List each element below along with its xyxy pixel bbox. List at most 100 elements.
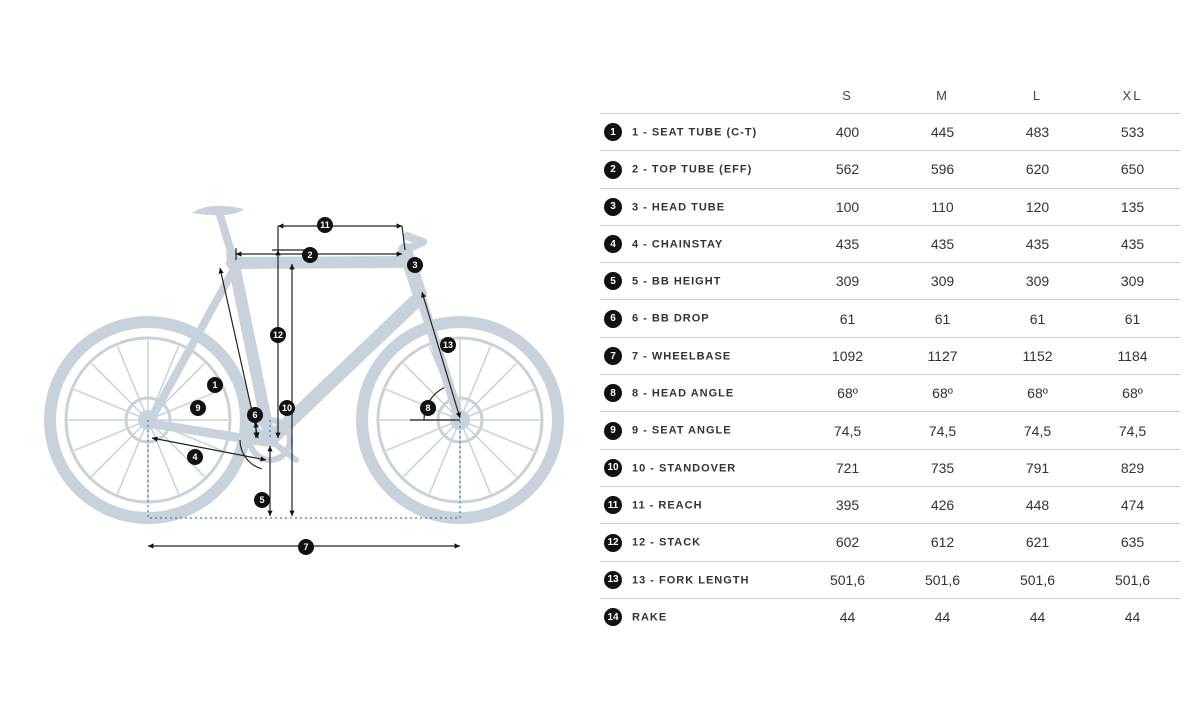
table-row: 1212 - STACK602612621635 (600, 524, 1180, 561)
value-cell: 61 (895, 300, 990, 337)
row-label-cell: 1111 - REACH (600, 486, 800, 523)
callout-number: 11 (320, 220, 330, 230)
column-header-label (600, 80, 800, 114)
value-cell: 791 (990, 449, 1085, 486)
bike-geometry-svg: 12345678910111213 (30, 120, 570, 560)
value-cell: 620 (990, 151, 1085, 188)
geometry-diagram: 12345678910111213 (20, 80, 580, 640)
callout-number: 9 (195, 403, 200, 413)
value-cell: 44 (800, 598, 895, 635)
value-cell: 74,5 (1085, 412, 1180, 449)
row-label: 11 - REACH (632, 499, 703, 511)
value-cell: 501,6 (800, 561, 895, 598)
table-row: 1313 - FORK LENGTH501,6501,6501,6501,6 (600, 561, 1180, 598)
table-row: 14RAKE44444444 (600, 598, 1180, 635)
row-label: 12 - STACK (632, 537, 701, 549)
row-label-cell: 10 10 - STANDOVER (600, 449, 800, 486)
row-label: RAKE (632, 611, 667, 623)
value-cell: 474 (1085, 486, 1180, 523)
row-label: 9 - SEAT ANGLE (632, 425, 732, 437)
row-label: 1 - SEAT TUBE (C-T) (632, 126, 757, 138)
callout-number: 13 (443, 340, 453, 350)
value-cell: 61 (990, 300, 1085, 337)
value-cell: 650 (1085, 151, 1180, 188)
row-label-cell: 77 - WHEELBASE (600, 337, 800, 374)
row-number-badge: 6 (604, 310, 622, 328)
value-cell: 445 (895, 114, 990, 151)
value-cell: 435 (1085, 225, 1180, 262)
table-row: 22 - TOP TUBE (EFF)562596620650 (600, 151, 1180, 188)
row-label-cell: 3 3 - HEAD TUBE (600, 188, 800, 225)
value-cell: 533 (1085, 114, 1180, 151)
row-number-badge: 3 (604, 198, 622, 216)
value-cell: 68º (990, 375, 1085, 412)
value-cell: 483 (990, 114, 1085, 151)
value-cell: 68º (895, 375, 990, 412)
row-number-badge: 5 (604, 272, 622, 290)
column-header-size: M (895, 80, 990, 114)
value-cell: 721 (800, 449, 895, 486)
row-label: 3 - HEAD TUBE (632, 201, 725, 213)
value-cell: 309 (1085, 263, 1180, 300)
table-row: 88 - HEAD ANGLE68º68º68º68º (600, 375, 1180, 412)
value-cell: 602 (800, 524, 895, 561)
callout-number: 5 (259, 495, 264, 505)
value-cell: 120 (990, 188, 1085, 225)
row-number-badge: 12 (604, 534, 622, 552)
row-number-badge: 14 (604, 608, 622, 626)
row-label: 10 - STANDOVER (632, 462, 736, 474)
value-cell: 44 (1085, 598, 1180, 635)
table-row: 1111 - REACH395426448474 (600, 486, 1180, 523)
callout-number: 1 (212, 380, 217, 390)
row-label-cell: 6 6 - BB DROP (600, 300, 800, 337)
callout-number: 2 (307, 250, 312, 260)
callout-number: 12 (273, 330, 283, 340)
value-cell: 44 (895, 598, 990, 635)
value-cell: 635 (1085, 524, 1180, 561)
row-number-badge: 4 (604, 235, 622, 253)
value-cell: 44 (990, 598, 1085, 635)
callout-number: 8 (425, 403, 430, 413)
row-label: 2 - TOP TUBE (EFF) (632, 164, 752, 176)
callout-number: 10 (282, 403, 292, 413)
value-cell: 74,5 (895, 412, 990, 449)
column-header-size: XL (1085, 80, 1180, 114)
value-cell: 61 (1085, 300, 1180, 337)
table-row: 44 - CHAINSTAY435435435435 (600, 225, 1180, 262)
row-label-cell: 44 - CHAINSTAY (600, 225, 800, 262)
value-cell: 135 (1085, 188, 1180, 225)
value-cell: 1152 (990, 337, 1085, 374)
value-cell: 68º (1085, 375, 1180, 412)
table-row: 11 - SEAT TUBE (C-T)400445483533 (600, 114, 1180, 151)
row-label-cell: 88 - HEAD ANGLE (600, 375, 800, 412)
row-label-cell: 14 RAKE (600, 598, 800, 635)
value-cell: 74,5 (990, 412, 1085, 449)
row-label-cell: 12 12 - STACK (600, 524, 800, 561)
value-cell: 501,6 (1085, 561, 1180, 598)
table-row: 66 - BB DROP61616161 (600, 300, 1180, 337)
row-number-badge: 10 (604, 459, 622, 477)
column-header-size: S (800, 80, 895, 114)
table-row: 55 - BB HEIGHT309309309309 (600, 263, 1180, 300)
callout-number: 4 (192, 452, 197, 462)
geometry-table-container: SMLXL 11 - SEAT TUBE (C-T)40044548353322… (580, 80, 1180, 635)
row-number-badge: 9 (604, 422, 622, 440)
value-cell: 100 (800, 188, 895, 225)
value-cell: 426 (895, 486, 990, 523)
value-cell: 1184 (1085, 337, 1180, 374)
value-cell: 400 (800, 114, 895, 151)
row-label: 7 - WHEELBASE (632, 350, 731, 362)
value-cell: 395 (800, 486, 895, 523)
row-number-badge: 8 (604, 384, 622, 402)
column-header-size: L (990, 80, 1085, 114)
value-cell: 309 (990, 263, 1085, 300)
value-cell: 829 (1085, 449, 1180, 486)
value-cell: 596 (895, 151, 990, 188)
row-number-badge: 2 (604, 161, 622, 179)
row-label: 6 - BB DROP (632, 313, 710, 325)
value-cell: 501,6 (895, 561, 990, 598)
callout-number: 7 (303, 542, 308, 552)
row-label-cell: 9 9 - SEAT ANGLE (600, 412, 800, 449)
value-cell: 68º (800, 375, 895, 412)
table-row: 77 - WHEELBASE1092112711521184 (600, 337, 1180, 374)
